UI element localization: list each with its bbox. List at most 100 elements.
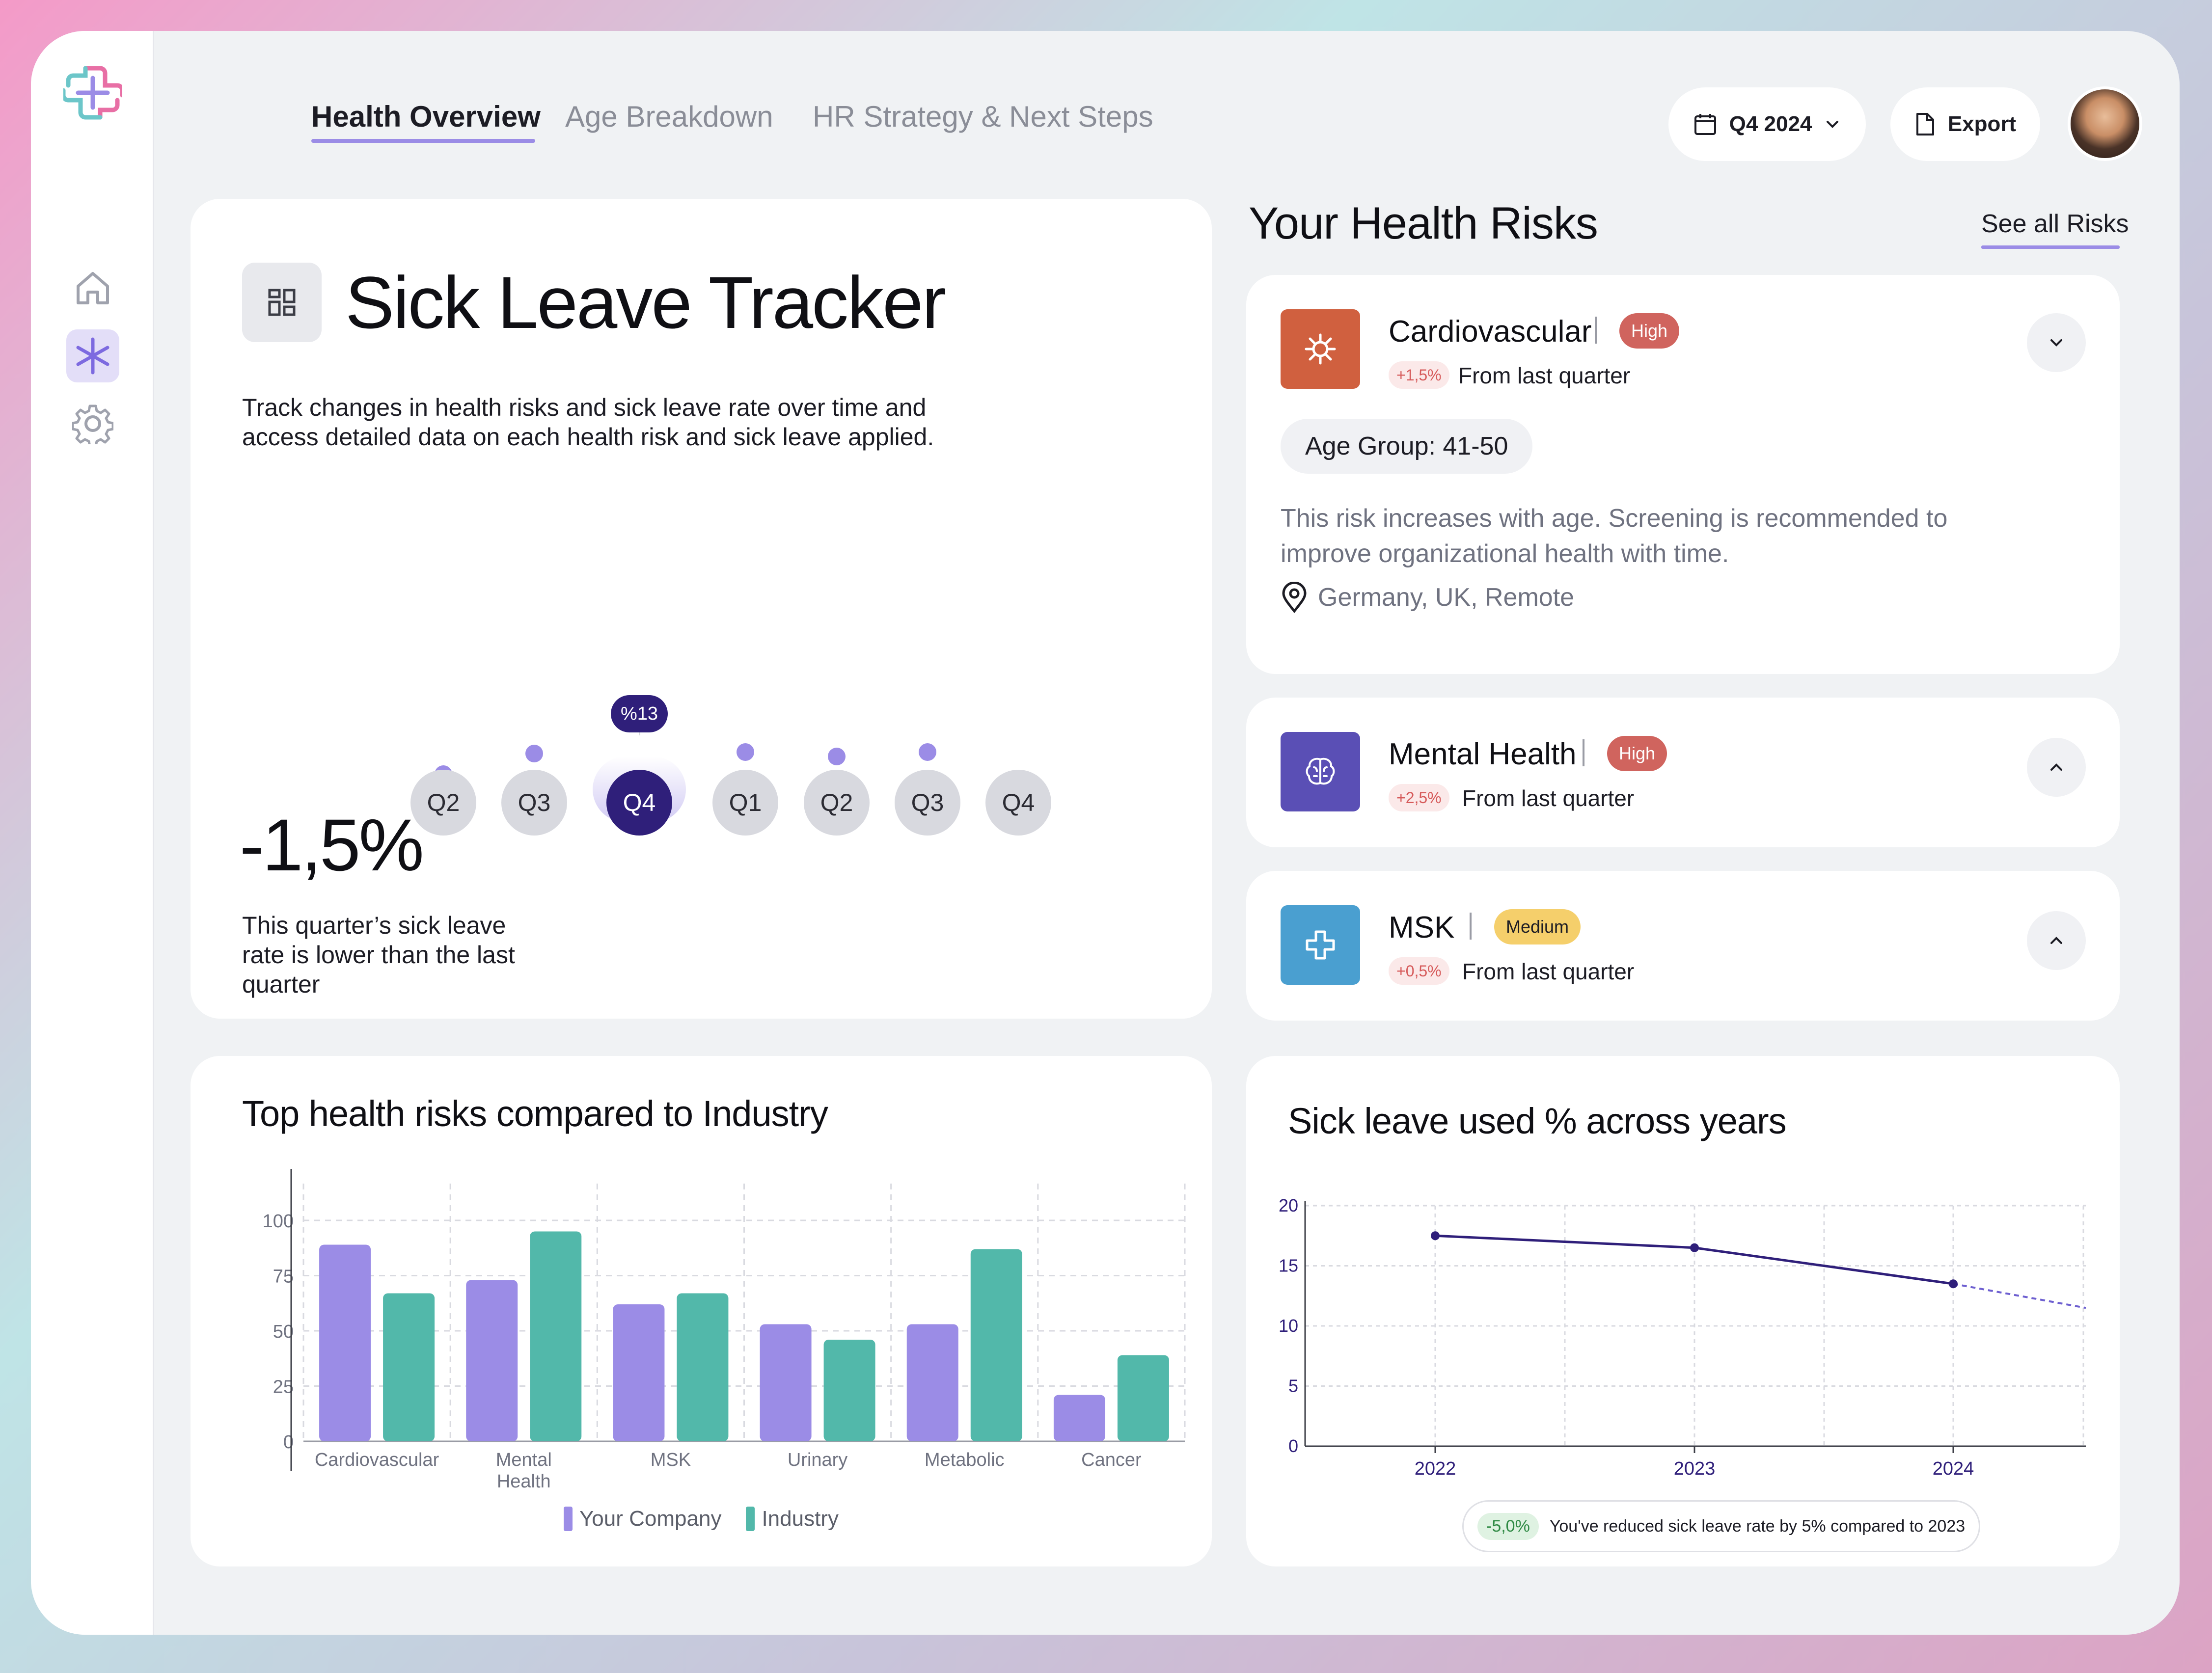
chevron-up-icon (2050, 937, 2062, 944)
risk-name: Cardiovascular (1389, 315, 1592, 349)
tab-age-breakdown[interactable]: Age Breakdown (565, 100, 773, 133)
years-chart-card: Sick leave used % across years 0 5 10 15 20 2… (1246, 1056, 2120, 1566)
bar-industry (823, 1340, 875, 1441)
bar-your-company (613, 1304, 665, 1441)
risk-delta: +2,5% (1389, 784, 1449, 811)
data-point (1431, 1231, 1440, 1241)
quarter-pill-q4[interactable]: Q4 (985, 770, 1051, 836)
industry-comparison-card: Top health risks compared to Industry 0 2… (191, 1056, 1212, 1566)
risk-card-cardiovascular: Cardiovascular High +1,5% From last quar… (1246, 275, 2120, 674)
divider (1583, 739, 1584, 766)
y-tick-label: 15 (1279, 1256, 1298, 1276)
divider (1470, 913, 1472, 940)
legend-label: Industry (762, 1507, 839, 1531)
virus-icon (1281, 309, 1360, 389)
bar-your-company (466, 1280, 518, 1441)
quarter-pill-q4[interactable]: Q4 (606, 770, 672, 836)
data-point (1690, 1243, 1699, 1252)
bar-industry (677, 1293, 729, 1441)
years-chart-note: -5,0% You've reduced sick leave rate by … (1462, 1500, 1981, 1552)
y-tick-label: 25 (273, 1377, 294, 1398)
risk-delta: +1,5% (1389, 361, 1449, 389)
big-value: -1,5% (240, 804, 424, 886)
quarter-pill-q3[interactable]: Q3 (895, 770, 960, 836)
quarter-value-dot (828, 748, 846, 766)
app-window: Health Overview Age Breakdown HR Strateg… (31, 31, 2180, 1635)
period-label: Q4 2024 (1729, 112, 1812, 136)
data-point (1949, 1279, 1958, 1289)
y-tick-label: 20 (1279, 1195, 1298, 1215)
medical-cross-icon (1281, 905, 1360, 985)
y-tick-label: 0 (1288, 1436, 1298, 1456)
y-tick-label: 75 (273, 1267, 294, 1287)
expand-button[interactable] (2027, 911, 2086, 970)
risk-location: Germany, UK, Remote (1281, 582, 1574, 613)
period-dropdown[interactable]: Q4 2024 (1668, 87, 1866, 161)
risk-delta-caption: From last quarter (1462, 785, 1635, 811)
risk-level-badge: High (1607, 736, 1667, 771)
expand-button[interactable] (2027, 738, 2086, 797)
big-value-caption: This quarter’s sick leave rate is lower … (242, 911, 515, 999)
y-tick-label: 10 (1279, 1316, 1298, 1336)
tracker-description-line: access detailed data on each health risk… (242, 423, 934, 451)
grid-icon (242, 263, 322, 342)
tab-hr-strategy[interactable]: HR Strategy & Next Steps (813, 100, 1153, 133)
location-pin-icon (1282, 582, 1307, 613)
caption-line: This quarter’s sick leave (242, 912, 506, 939)
quarter-pill-q2[interactable]: Q2 (804, 770, 870, 836)
tracker-description-line: Track changes in health risks and sick l… (242, 394, 927, 421)
bar-your-company (1053, 1395, 1105, 1441)
quarter-pill-q3[interactable]: Q3 (501, 770, 567, 836)
quarter-value-dot (525, 745, 543, 762)
calendar-icon (1694, 114, 1716, 135)
health-asterisk-icon[interactable] (66, 329, 119, 382)
location-text: Germany, UK, Remote (1318, 583, 1575, 612)
bar-industry (383, 1293, 435, 1441)
chevron-up-icon (2050, 763, 2062, 771)
x-tick-label: Mental (496, 1450, 552, 1470)
gear-icon[interactable] (66, 397, 119, 450)
quarter-pill-q2[interactable]: Q2 (410, 770, 476, 836)
see-all-risks-link[interactable]: See all Risks (1981, 210, 2129, 238)
bar-your-company (906, 1324, 958, 1441)
reduction-text: You've reduced sick leave rate by 5% com… (1549, 1516, 1966, 1536)
export-label: Export (1947, 112, 2017, 136)
x-tick-label: MSK (651, 1450, 691, 1470)
risk-level-badge: Medium (1494, 909, 1581, 944)
reduction-badge: -5,0% (1477, 1512, 1539, 1540)
tab-health-overview[interactable]: Health Overview (311, 100, 541, 133)
y-tick-label: 100 (263, 1211, 294, 1232)
collapse-button[interactable] (2027, 313, 2086, 372)
x-tick-label: Cardiovascular (315, 1450, 439, 1470)
avatar[interactable] (2068, 86, 2142, 161)
home-icon[interactable] (66, 262, 119, 315)
quarter-stem (639, 732, 640, 735)
risk-card-mental-health: Mental Health High +2,5% From last quart… (1246, 698, 2120, 847)
sidebar (31, 31, 154, 1635)
risk-description-line: This risk increases with age. Screening … (1281, 504, 1948, 533)
brain-icon (1281, 732, 1360, 811)
legend-item-industry: Industry (746, 1507, 839, 1531)
bar-industry (970, 1249, 1022, 1441)
chart-legend: Your Company Industry (564, 1507, 839, 1531)
x-tick-label: Health (497, 1471, 551, 1492)
x-tick-label: 2024 (1933, 1458, 1974, 1479)
industry-chart-title: Top health risks compared to Industry (242, 1093, 828, 1134)
file-export-icon (1916, 113, 1934, 135)
export-button[interactable]: Export (1890, 87, 2040, 161)
quarter-pill-q1[interactable]: Q1 (712, 770, 778, 836)
legend-item-company: Your Company (564, 1507, 721, 1531)
legend-swatch (564, 1507, 573, 1531)
caption-line: rate is lower than the last (242, 941, 515, 969)
quarter-value-dot (919, 743, 936, 761)
risk-description: This risk increases with age. Screening … (1281, 501, 1947, 571)
health-risks-title: Your Health Risks (1249, 198, 1598, 248)
divider (1595, 317, 1597, 344)
quarter-value-dot (737, 743, 754, 761)
x-tick-label: Urinary (788, 1450, 847, 1470)
risk-name: MSK (1389, 911, 1455, 944)
chevron-down-icon (1827, 121, 1839, 128)
risk-name: Mental Health (1389, 737, 1577, 771)
